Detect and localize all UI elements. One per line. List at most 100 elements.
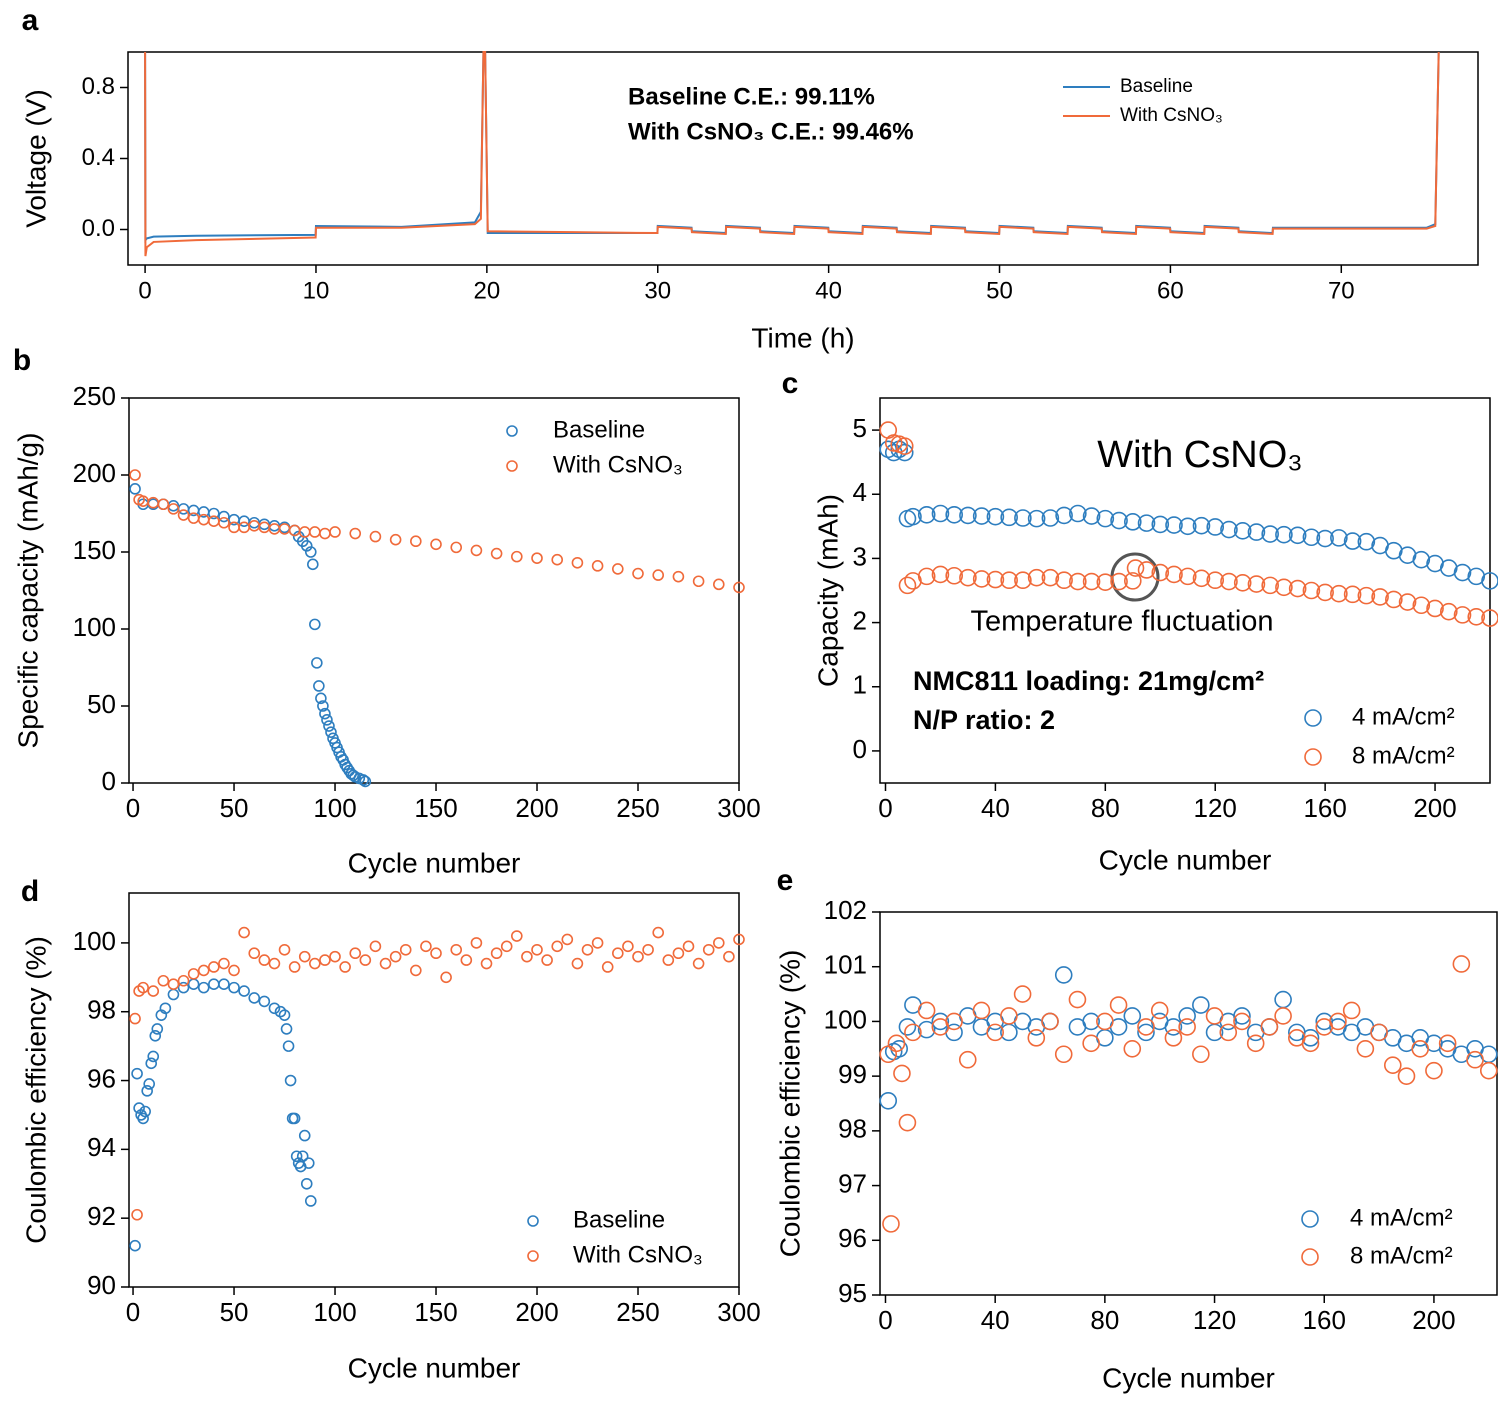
data-point (1110, 572, 1128, 591)
data-point (389, 533, 402, 546)
data-point (1412, 550, 1431, 569)
data-point (1479, 1061, 1498, 1080)
data-point (238, 985, 250, 997)
annotation: N/P ratio: 2 (913, 705, 1055, 735)
data-point (917, 1020, 936, 1039)
data-point (1288, 526, 1307, 545)
data-point (713, 578, 725, 591)
legend-swatch (1301, 1210, 1319, 1228)
data-point (1219, 1023, 1238, 1042)
data-point (1206, 571, 1225, 590)
legend-label: Baseline (1120, 76, 1193, 97)
data-point (1370, 1023, 1388, 1042)
data-point (129, 1012, 141, 1025)
legend-label: Baseline (553, 416, 645, 443)
data-point (882, 1215, 900, 1233)
data-point (131, 1067, 143, 1080)
data-point (167, 978, 180, 990)
data-point (959, 568, 977, 587)
x-axis-title: Cycle number (348, 1352, 521, 1383)
x-tick-label: 150 (414, 793, 457, 823)
data-point (1343, 585, 1362, 604)
data-point (1439, 602, 1458, 621)
legend-label: 4 mA/cm² (1352, 703, 1455, 730)
y-axis-title: Capacity (mAh) (812, 494, 843, 687)
data-point (430, 538, 442, 551)
x-tick-label: 100 (313, 793, 356, 823)
x-tick-label: 80 (1091, 793, 1120, 823)
x-axis-title: Cycle number (348, 847, 521, 878)
y-tick-label: 200 (73, 458, 116, 488)
data-point (248, 947, 261, 960)
y-tick-label: 50 (87, 689, 116, 719)
data-point (1481, 572, 1498, 590)
data-point (143, 1078, 155, 1090)
y-tick-label: 102 (824, 895, 867, 925)
y-tick-label: 4 (853, 477, 867, 507)
data-point (450, 541, 463, 554)
data-point (268, 1002, 281, 1015)
x-tick-label: 30 (644, 277, 671, 304)
data-point (1041, 509, 1060, 527)
data-point (288, 961, 301, 973)
annotation: With CsNO₃ C.E.: 99.46% (628, 118, 914, 145)
data-point (470, 544, 483, 557)
data-point (145, 1057, 158, 1070)
series-line (144, 51, 1440, 257)
legend-swatch (527, 1215, 539, 1227)
data-point (1357, 532, 1376, 551)
data-point (1013, 985, 1032, 1003)
data-point (1027, 1029, 1046, 1047)
data-point (1301, 1034, 1320, 1053)
data-point (561, 933, 574, 946)
data-point (713, 937, 725, 949)
data-point (652, 926, 665, 939)
data-point (917, 1001, 936, 1020)
x-tick-label: 60 (1157, 277, 1184, 304)
data-point (159, 1002, 172, 1015)
data-point (898, 1018, 917, 1036)
data-point (632, 567, 644, 580)
y-tick-label: 99 (838, 1059, 867, 1089)
data-point (280, 1023, 293, 1035)
data-point (959, 506, 977, 525)
x-tick-label: 150 (414, 1297, 457, 1327)
data-point (692, 957, 705, 970)
legend-label: With CsNO₃ (1120, 105, 1223, 126)
data-point (1371, 588, 1389, 606)
data-point (218, 516, 230, 529)
x-tick-label: 70 (1328, 277, 1355, 304)
data-point (129, 1239, 141, 1252)
data-point (1096, 573, 1115, 591)
data-point (1247, 523, 1266, 541)
y-tick-label: 98 (838, 1114, 867, 1144)
data-point (1041, 1012, 1059, 1031)
legend-label: With CsNO₃ (553, 451, 683, 478)
data-point (904, 507, 922, 526)
data-point (1247, 575, 1266, 593)
data-point (1082, 572, 1101, 591)
data-point (218, 957, 230, 970)
data-point (325, 726, 337, 738)
data-point (313, 680, 325, 692)
y-tick-label: 250 (73, 381, 116, 411)
data-point (357, 774, 370, 786)
data-point (972, 1001, 991, 1020)
data-point (551, 940, 564, 953)
x-tick-label: 50 (986, 277, 1013, 304)
data-point (1466, 1050, 1484, 1069)
x-tick-label: 100 (313, 1297, 356, 1327)
data-point (1123, 572, 1142, 590)
data-point (238, 926, 250, 939)
data-point (323, 720, 335, 732)
data-point (1082, 507, 1101, 525)
data-point (1343, 532, 1362, 550)
data-point (460, 954, 473, 966)
panel-letter: a (22, 4, 39, 37)
data-point (197, 964, 210, 977)
data-point (702, 943, 715, 956)
data-point (1178, 517, 1197, 536)
data-point (1453, 606, 1472, 624)
data-point (307, 558, 319, 571)
data-point (931, 1012, 950, 1031)
